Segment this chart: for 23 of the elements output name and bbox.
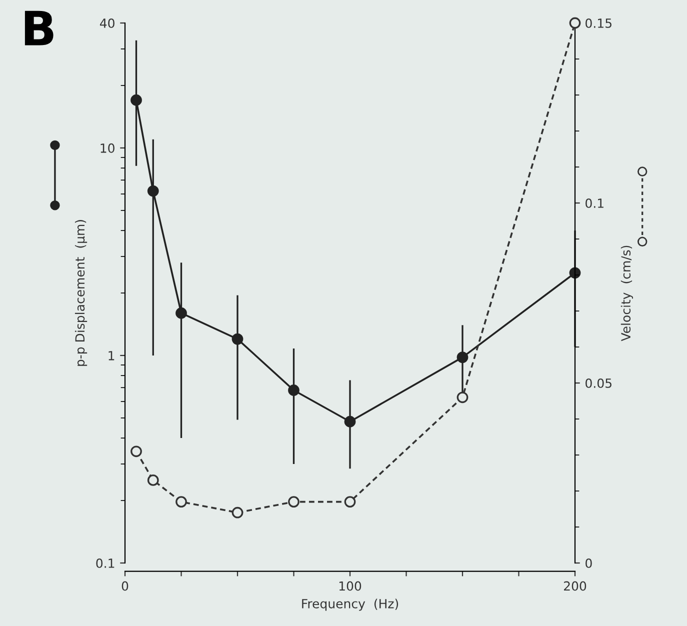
x-axis-title: Frequency (Hz): [302, 598, 398, 611]
y2-tick-label: 0.15: [586, 18, 612, 28]
x-tick-label: 0: [122, 581, 128, 591]
point: [147, 185, 159, 197]
y-tick-label: 40: [100, 18, 114, 28]
y2-tick-label: 0.05: [586, 378, 612, 388]
y2-tick-label: 0: [586, 558, 592, 568]
y2-tick-label: 0.1: [586, 198, 604, 208]
point: [344, 416, 356, 428]
point: [176, 307, 187, 319]
x-tick-label: 200: [564, 581, 586, 591]
point: [288, 384, 300, 396]
y2-axis-title: Velocity (cm/s): [620, 246, 633, 342]
y-tick-label: 10: [100, 143, 114, 153]
x-tick-label: 100: [339, 581, 362, 591]
point: [456, 352, 468, 363]
y-tick-label: 0.1: [96, 558, 114, 568]
chart-title: B: [24, 10, 54, 46]
y-axis-title: p-p Displacement (μm): [74, 220, 88, 366]
point: [130, 94, 142, 106]
point: [569, 267, 581, 279]
y-tick-label: 1: [108, 351, 114, 360]
point: [232, 333, 244, 345]
